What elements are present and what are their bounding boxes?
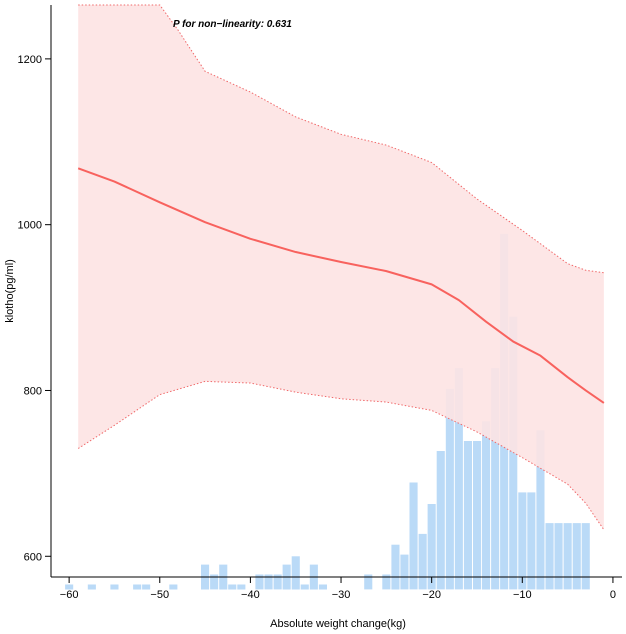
ci-upper-line (78, 4, 604, 274)
axes (50, 5, 622, 578)
y-tick-label: 1200 (18, 54, 42, 66)
x-axis-title: Absolute weight change(kg) (270, 618, 406, 630)
histogram-bar (169, 584, 178, 590)
histogram-bar (473, 441, 482, 590)
histogram-bar (382, 574, 391, 590)
x-ticks: −60 −50 −40 −30 −20 −10 0 (60, 577, 616, 601)
histogram-bar (463, 441, 472, 590)
histogram-bar (210, 574, 219, 590)
histogram-bar (563, 523, 572, 590)
histogram-bar (527, 492, 536, 590)
spline-mean-line (77, 167, 605, 404)
histogram-bar (318, 584, 327, 590)
y-tick-label: 800 (24, 385, 42, 397)
histogram-bar (536, 430, 545, 590)
histogram-bar (581, 523, 590, 590)
histogram-bar (65, 584, 74, 590)
y-axis-title: klotho(pg/ml) (4, 259, 16, 323)
histogram-bar (518, 492, 527, 590)
histogram-bar (418, 533, 427, 590)
histogram-bar (554, 523, 563, 590)
histogram-bar (364, 574, 373, 590)
histogram-bar (142, 584, 151, 590)
x-tick-label: −60 (60, 589, 79, 601)
ci-lower-line (77, 380, 605, 531)
histogram-bar (228, 584, 237, 590)
histogram-bar (87, 584, 96, 590)
histogram-bar (572, 523, 581, 590)
histogram-bar (454, 368, 463, 590)
histogram-bar (300, 584, 309, 590)
histogram-bar (545, 523, 554, 590)
y-ticks: 600 800 1000 1200 (18, 54, 51, 563)
nonlinearity-annotation: P for non−linearity: 0.631 (173, 19, 292, 30)
spline-curve (77, 167, 605, 404)
x-tick-label: −40 (241, 589, 260, 601)
confidence-band (77, 4, 605, 531)
histogram-bar (409, 482, 418, 590)
histogram-bar (445, 388, 454, 590)
histogram-bar (237, 584, 246, 590)
histogram-bar (482, 421, 491, 590)
histogram-bar (264, 574, 273, 590)
y-tick-label: 600 (24, 551, 42, 563)
histogram-bar (391, 544, 400, 590)
histogram-bar (427, 504, 436, 590)
x-tick-label: −50 (150, 589, 169, 601)
histogram-bar (491, 368, 500, 590)
x-tick-label: −30 (332, 589, 351, 601)
histogram-bar (436, 451, 445, 590)
y-tick-label: 1000 (18, 220, 42, 232)
x-tick-label: −20 (422, 589, 441, 601)
ci-band-fill (78, 5, 604, 530)
histogram-bar (255, 574, 264, 590)
histogram-bar (110, 584, 119, 590)
histogram-bar (400, 554, 409, 590)
x-tick-label: 0 (610, 589, 616, 601)
x-tick-label: −10 (513, 589, 532, 601)
histogram-bar (133, 584, 142, 590)
histogram-bar (291, 556, 300, 590)
histogram-bar (273, 574, 282, 590)
